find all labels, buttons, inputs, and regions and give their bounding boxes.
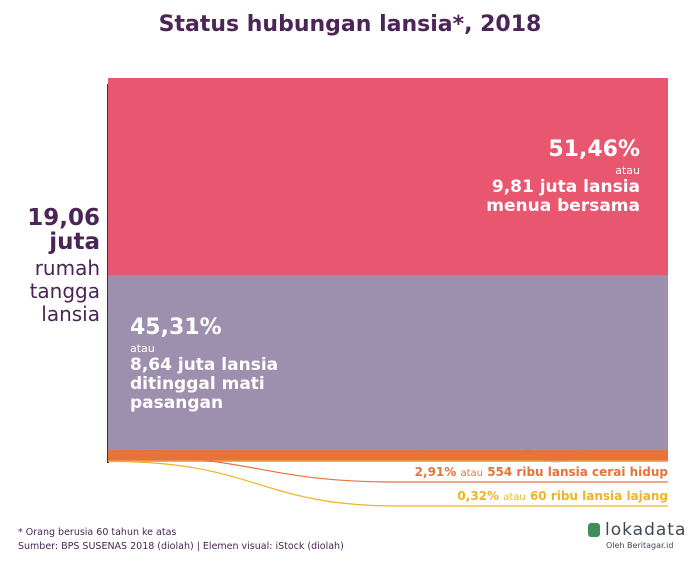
segment-name: 60 ribu lansia lajang <box>529 489 668 503</box>
brand: lokadata <box>605 520 687 540</box>
footnote: * Orang berusia 60 tahun ke atas <box>18 527 177 538</box>
footnote: Sumber: BPS SUSENAS 2018 (diolah) | Elem… <box>18 541 344 552</box>
segment-connector: atau <box>130 342 155 355</box>
total-text: lansia <box>41 302 100 326</box>
leader-line <box>107 454 668 483</box>
segment-value: 51,46% <box>548 137 640 162</box>
leader-line <box>107 460 668 507</box>
segment-band <box>108 460 668 462</box>
segment-band <box>108 449 668 461</box>
total-text: rumah <box>34 256 100 280</box>
segment-name: 8,64 juta lansia ditinggal mati pasangan <box>130 355 279 413</box>
segment-connector: atau <box>615 164 640 177</box>
segment-band <box>108 78 668 276</box>
total-text: tangga <box>29 279 100 303</box>
total-value: 19,06 <box>27 205 100 231</box>
brand-icon <box>588 523 600 537</box>
segment-band <box>108 275 668 450</box>
segment-value: 45,31% <box>130 315 222 340</box>
segment-connector: atau <box>460 468 484 479</box>
total-value: juta <box>49 229 100 255</box>
small-segment-label: 2,91% atau 554 ribu lansia cerai hidup <box>410 465 668 479</box>
brand-sub: Oleh Beritagar.id <box>606 541 674 550</box>
segment-name: 554 ribu lansia cerai hidup <box>487 465 668 479</box>
small-segment-label: 0,32% atau 60 ribu lansia lajang <box>453 489 668 503</box>
chart-title: Status hubungan lansia*, 2018 <box>158 12 542 37</box>
segment-connector: atau <box>503 492 526 503</box>
segment-name: 9,81 juta lansia menua bersama <box>486 177 640 216</box>
segment-value: 0,32% <box>457 489 500 503</box>
segment-value: 2,91% <box>414 465 457 479</box>
